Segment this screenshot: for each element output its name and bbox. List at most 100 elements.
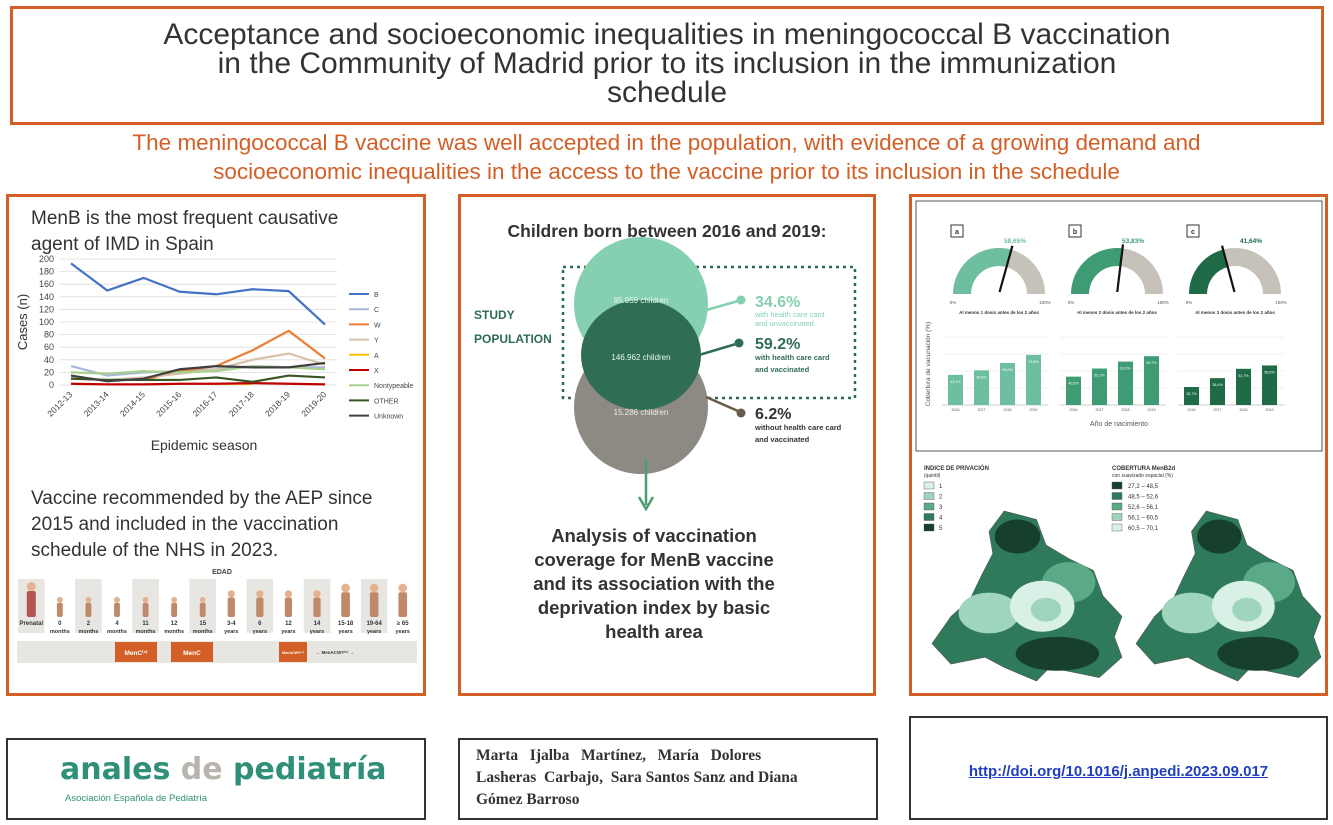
map1-legend-sub: (quintil) — [924, 473, 941, 479]
age-label: 3-4 — [227, 621, 236, 627]
gauge-caption: Al menos 1 dosis antes de los 2 años — [959, 310, 1039, 315]
bar-year: 2019 — [1148, 408, 1156, 412]
analysis-line: deprivation index by basic — [538, 597, 770, 618]
vaccine-recommendation-text: Vaccine recommended by the AEP since 201… — [31, 486, 373, 564]
authors-box: Marta Ijalba Martínez, María Dolores Las… — [458, 738, 878, 820]
journal-name: pediatría — [233, 752, 387, 787]
bar-value: 62,0% — [1120, 367, 1131, 371]
coverage-frame — [915, 200, 1323, 452]
age-unit: years — [338, 629, 352, 635]
bar-value: 71,6% — [1028, 360, 1039, 364]
gauge-fill — [953, 248, 1012, 294]
authors-line: Lasheras Carbajo, Sara Santos Sanz and D… — [476, 769, 798, 786]
x-tick-label: 2017-18 — [227, 389, 256, 418]
y-tick-label: 120 — [39, 304, 54, 314]
person-icon — [398, 592, 408, 617]
person-icon — [56, 596, 63, 603]
y-tick-label: 200 — [39, 255, 54, 264]
menacwy-range-label: ← MenACWY⁽⁵⁾ → — [316, 650, 355, 655]
menc-bar-label: MenC — [183, 650, 201, 657]
legend-label: C — [374, 307, 379, 314]
zone-north — [1197, 519, 1242, 554]
bar-year: 2019 — [1266, 408, 1274, 412]
map2-legend-label: 56,1 – 60,5 — [1128, 516, 1159, 522]
person-icon — [199, 602, 206, 617]
person-icon — [369, 583, 379, 593]
person-icon — [56, 602, 63, 617]
map1-legend-label: 2 — [939, 495, 943, 501]
gauge-letter: b — [1073, 229, 1077, 236]
key-message-line: socioeconomic inequalities in the access… — [213, 159, 1120, 184]
map2-legend-swatch — [1111, 502, 1123, 511]
coverage-bar — [1092, 368, 1107, 405]
age-unit: years — [310, 629, 324, 635]
zone-south — [1015, 636, 1100, 671]
menb-heading: MenB is the most frequent causative agen… — [31, 206, 338, 258]
menacwy-bar-label: MenACWY⁽⁴⁾ — [282, 650, 304, 655]
gauge-min: 0% — [1186, 300, 1193, 305]
x-axis-label: Epidemic season — [151, 437, 258, 453]
map2-legend-label: 60,5 – 70,1 — [1128, 526, 1159, 532]
analysis-line: coverage for MenB vaccine — [534, 549, 774, 570]
person-icon — [398, 583, 408, 593]
gauge-fill — [1189, 249, 1228, 294]
stat1-desc: with health care card — [754, 310, 824, 319]
zone-center — [1232, 597, 1262, 622]
map2-legend-label: 27,2 – 48,5 — [1128, 484, 1159, 490]
y-tick-label: 100 — [39, 317, 54, 327]
journal-subtitle: Asociación Española de Pediatría — [65, 793, 208, 804]
gauge-max: 100% — [1157, 300, 1169, 305]
gauge-value: 58,65% — [1004, 238, 1026, 245]
y-tick-label: 60 — [44, 342, 54, 352]
x-tick-label: 2019-20 — [299, 389, 328, 418]
authors-line: Gómez Barroso — [476, 791, 580, 808]
person-icon — [142, 602, 149, 617]
age-label: 14 — [314, 621, 321, 627]
y-tick-label: 80 — [44, 330, 54, 340]
bar-value: 69,7% — [1146, 361, 1157, 365]
map1-legend-swatch — [923, 502, 935, 511]
stat1-dot — [736, 295, 746, 305]
y-tick-label: 40 — [44, 355, 54, 365]
gauge-min: 0% — [950, 300, 957, 305]
doi-link[interactable]: http://doi.org/10.1016/j.anpedi.2023.09.… — [968, 763, 1269, 780]
gauge-min: 0% — [1068, 300, 1075, 305]
age-label: 0 — [58, 621, 62, 627]
bar-value: 51,7% — [1238, 374, 1249, 378]
person-icon — [227, 597, 235, 617]
person-icon — [313, 590, 321, 598]
person-icon — [171, 596, 178, 603]
menacwy-bar — [279, 642, 307, 662]
coverage-bar-charts: 43,1% 2016 49,5% 2017 60,0% 2018 71,6% 2019 40,5… — [942, 336, 1284, 412]
age-unit: years — [224, 629, 238, 635]
person-icon — [114, 602, 120, 617]
map2-legend-swatch — [1111, 523, 1123, 532]
bar-year: 2019 — [1030, 408, 1038, 412]
arrow-down-icon — [637, 496, 655, 512]
map1-legend-label: 3 — [939, 505, 943, 511]
gauges: a 58,65% 0% 100% Al menos 1 dosis antes de l… — [950, 224, 1287, 315]
age-label: 4 — [115, 621, 119, 627]
legend-label: X — [374, 368, 379, 375]
bar-year: 2017 — [1096, 408, 1104, 412]
doi-box: http://doi.org/10.1016/j.anpedi.2023.09.… — [909, 716, 1328, 820]
map2-legend-swatch — [1111, 513, 1123, 521]
bar-value: 40,5% — [1068, 382, 1079, 386]
age-unit: years — [396, 629, 410, 635]
person-icon — [26, 591, 36, 617]
authors: Marta Ijalba Martínez, María Dolores Las… — [476, 745, 864, 811]
gauge-caption: Al menos 3 dosis antes de los 2 años — [1195, 310, 1275, 315]
bar-year: 2018 — [1122, 408, 1130, 412]
left-panel: MenB is the most frequent causative agen… — [6, 194, 426, 696]
person-icon — [199, 596, 206, 603]
stat2-desc: with health care card — [754, 353, 830, 362]
menb-heading-line: agent of IMD in Spain — [31, 234, 214, 255]
authors-line: Marta Ijalba Martínez, María Dolores — [476, 747, 762, 764]
map2-legend-label: 48,5 – 52,6 — [1128, 495, 1159, 501]
coverage-map — [1135, 510, 1322, 682]
coverage-bar — [1210, 378, 1225, 405]
madrid-maps: INDICE DE PRIVACIÓN(quintil) 1 2 3 4 5 COBERTU… — [923, 464, 1322, 682]
title-line: Acceptance and socioeconomic inequalitie… — [163, 18, 1171, 51]
person-icon — [369, 592, 379, 617]
gauge-letter: a — [955, 229, 959, 236]
